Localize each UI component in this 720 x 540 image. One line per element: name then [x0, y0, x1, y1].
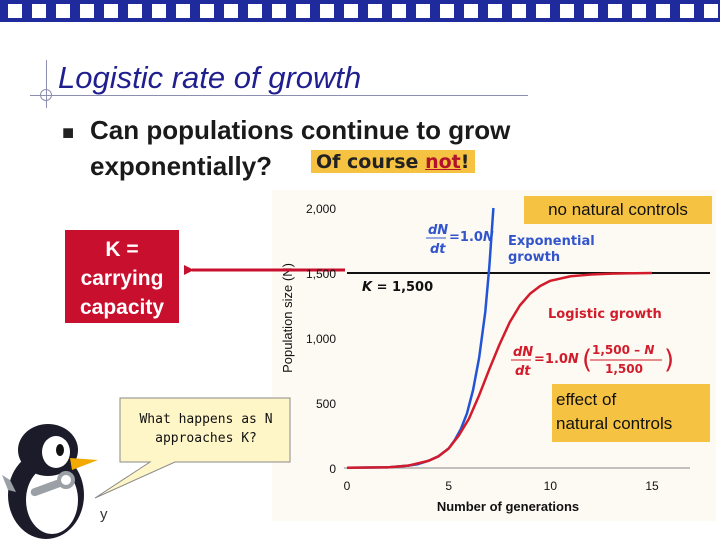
svg-text:dt: dt — [430, 242, 446, 257]
y-tick-label: 1,000 — [306, 332, 336, 346]
decor-square — [320, 4, 334, 18]
decor-square — [512, 4, 526, 18]
decor-square — [200, 4, 214, 18]
decor-square — [416, 4, 430, 18]
footer-fragment: y — [100, 506, 108, 523]
exponential-growth-label-line1: Exponential — [508, 234, 595, 249]
y-axis-label: Population size (N) — [280, 263, 295, 373]
no-natural-controls-callout: no natural controls — [524, 196, 712, 224]
decor-square — [128, 4, 142, 18]
decor-square — [488, 4, 502, 18]
of-course-not-highlight: Of course not! — [311, 150, 476, 173]
decor-square — [32, 4, 46, 18]
svg-text:1,500 – N: 1,500 – N — [592, 343, 654, 357]
decor-square — [608, 4, 622, 18]
bullet-icon: ■ — [62, 122, 75, 144]
title-guide-vertical — [46, 60, 47, 108]
logistic-growth-label: Logistic growth — [548, 307, 662, 322]
crosshair-icon — [40, 89, 52, 101]
decor-square — [224, 4, 238, 18]
title-underline — [30, 95, 528, 96]
speech-bubble — [94, 397, 291, 499]
highlight-punctuation: ! — [460, 151, 470, 173]
svg-text:=1.0N: =1.0N — [534, 352, 579, 367]
x-tick-label: 10 — [544, 479, 558, 493]
penguin-mascot-icon — [2, 424, 98, 539]
bullet-text-line2: exponentially? — [90, 151, 273, 181]
bullet-text-line1: Can populations continue to grow — [90, 115, 511, 145]
decor-square — [440, 4, 454, 18]
decor-square — [464, 4, 478, 18]
x-tick-label: 15 — [645, 479, 659, 493]
k-line-label: K = 1,500 — [362, 280, 433, 295]
exponential-growth-label-line2: growth — [508, 250, 560, 265]
y-tick-label: 1,500 — [306, 267, 336, 281]
svg-text:1,500: 1,500 — [605, 362, 643, 376]
logistic-equation: dN dt =1.0N ( 1,500 – N 1,500 ) — [511, 343, 674, 379]
y-tick-label: 2,000 — [306, 202, 336, 216]
svg-text:dN: dN — [428, 223, 448, 238]
highlight-text: Of course — [316, 151, 426, 173]
decor-square — [152, 4, 166, 18]
slide-top-bar — [0, 0, 720, 22]
x-tick-label: 0 — [344, 479, 351, 493]
logistic-growth-line — [346, 271, 653, 469]
exponential-equation: dN dt =1.0N — [426, 223, 494, 257]
y-tick-label: 500 — [316, 397, 336, 411]
decor-square — [656, 4, 670, 18]
decor-square — [296, 4, 310, 18]
decor-square — [80, 4, 94, 18]
svg-text:dN: dN — [513, 345, 533, 360]
svg-text:dt: dt — [515, 364, 531, 379]
decor-square — [104, 4, 118, 18]
effect-of-natural-controls-callout: effect of natural controls — [552, 384, 710, 442]
svg-text:(: ( — [582, 345, 592, 375]
exponential-growth-line — [346, 207, 495, 469]
decor-square — [536, 4, 550, 18]
decor-square — [560, 4, 574, 18]
x-axis-label: Number of generations — [437, 499, 579, 514]
slide-title: Logistic rate of growth — [58, 60, 362, 95]
carrying-capacity-box: K = carrying capacity — [63, 228, 181, 325]
highlight-emphasis: not — [425, 151, 461, 173]
decor-square — [368, 4, 382, 18]
decor-square — [56, 4, 70, 18]
speech-bubble-text: What happens as N approaches K? — [139, 412, 273, 446]
decor-square — [632, 4, 646, 18]
decor-square — [176, 4, 190, 18]
decor-square — [392, 4, 406, 18]
decor-square — [248, 4, 262, 18]
svg-text:): ) — [664, 345, 674, 375]
decor-square — [704, 4, 718, 18]
decor-square — [272, 4, 286, 18]
decor-square — [8, 4, 22, 18]
decor-square — [344, 4, 358, 18]
decor-square — [680, 4, 694, 18]
y-tick-label: 0 — [329, 462, 336, 476]
x-tick-label: 5 — [445, 479, 452, 493]
decor-square — [584, 4, 598, 18]
svg-text:=1.0N: =1.0N — [449, 230, 494, 245]
